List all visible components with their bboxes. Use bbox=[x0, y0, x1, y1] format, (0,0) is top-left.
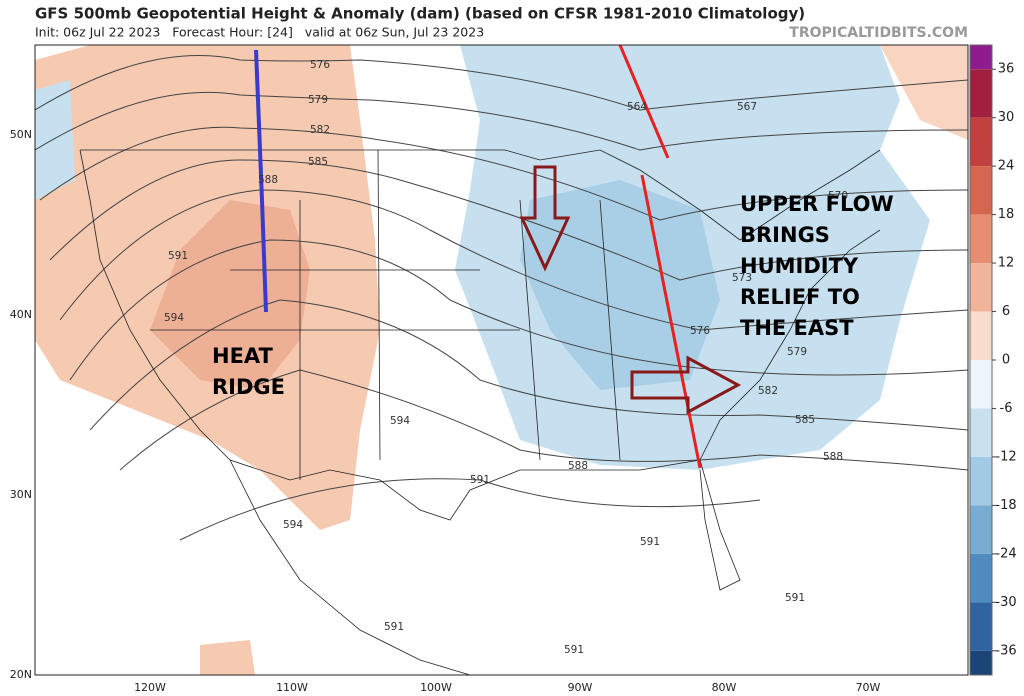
map-frame bbox=[34, 44, 969, 676]
colorbar-tick-label: 36 bbox=[998, 62, 1015, 77]
colorbar-tick-label: 12 bbox=[998, 256, 1015, 271]
colorbar-segment bbox=[970, 214, 992, 264]
contour-label: 564 bbox=[627, 101, 647, 113]
colorbar-segment bbox=[970, 408, 992, 457]
contour-label: 591 bbox=[564, 644, 584, 656]
colorbar-segment bbox=[970, 505, 992, 554]
colorbar-segment bbox=[970, 360, 992, 409]
colorbar-tick-label: 0 bbox=[1002, 353, 1010, 368]
contour-label: 576 bbox=[690, 325, 710, 337]
contour-label: 585 bbox=[795, 414, 815, 426]
source: TROPICALTIDBITS.COM bbox=[789, 25, 968, 41]
colorbar: 36 30 24 18 12 6 0 -6 -12 -18 -24 -30 -36 bbox=[969, 44, 1017, 676]
trough-axis-line bbox=[618, 45, 670, 159]
colorbar-tick-label: -36 bbox=[995, 643, 1016, 658]
colorbar-tick-label: 18 bbox=[998, 207, 1015, 222]
positive-anomaly bbox=[200, 640, 255, 675]
contour-label: 573 bbox=[732, 272, 752, 284]
lon-label: 120W bbox=[134, 681, 166, 694]
annotation-line: THE EAST bbox=[740, 316, 854, 340]
colorbar-tick-label: 6 bbox=[1002, 304, 1010, 319]
lon-label: 90W bbox=[568, 681, 593, 694]
title: GFS 500mb Geopotential Height & Anomaly … bbox=[35, 5, 805, 23]
colorbar-tick-label: -18 bbox=[995, 498, 1016, 513]
axes: 50N 40N 30N 20N 120W 110W 100W 90W 80W 70W bbox=[10, 128, 881, 694]
lon-label: 110W bbox=[276, 681, 308, 694]
lat-label: 40N bbox=[10, 308, 32, 321]
contour-label: 591 bbox=[384, 621, 404, 633]
contour-label: 582 bbox=[310, 124, 330, 136]
contour-label: 594 bbox=[164, 312, 184, 324]
contour-label: 582 bbox=[758, 385, 778, 397]
annotation-line: BRINGS bbox=[740, 223, 830, 247]
contour-label: 591 bbox=[470, 474, 490, 486]
contour-label: 567 bbox=[737, 101, 757, 113]
annotation-line: HUMIDITY bbox=[740, 254, 859, 278]
lon-label: 80W bbox=[712, 681, 737, 694]
negative-anomaly bbox=[35, 80, 75, 200]
colorbar-segment bbox=[970, 45, 992, 70]
colorbar-tick-label: -30 bbox=[995, 595, 1016, 610]
arrow-south bbox=[519, 165, 571, 272]
lon-label: 100W bbox=[420, 681, 452, 694]
contour-label: 570 bbox=[828, 190, 848, 202]
colorbar-segment bbox=[970, 166, 992, 215]
colorbar-segment bbox=[970, 311, 992, 360]
contour-label: 591 bbox=[168, 250, 188, 262]
arrow-east bbox=[630, 355, 742, 415]
colorbar-segment bbox=[970, 117, 992, 167]
colorbar-tick-label: 24 bbox=[998, 159, 1015, 174]
colorbar-tick-label: -12 bbox=[995, 449, 1016, 464]
contour-label: 585 bbox=[308, 156, 328, 168]
colorbar-segment bbox=[970, 553, 992, 603]
annotation-line: UPPER FLOW bbox=[740, 192, 894, 216]
contour-label: 588 bbox=[823, 451, 843, 463]
contours bbox=[35, 55, 968, 541]
annotation-line: RIDGE bbox=[212, 375, 285, 399]
colorbar-segment bbox=[970, 650, 992, 675]
trough-axis-line bbox=[640, 174, 702, 469]
colorbar-tick-label: -6 bbox=[1000, 401, 1013, 416]
map: 576 579 582 585 588 591 594 594 591 588 591 594 591 5… bbox=[35, 45, 968, 675]
ridge-axis-line bbox=[254, 49, 268, 313]
colorbar-tick-label: -24 bbox=[995, 546, 1016, 561]
contour-label: 588 bbox=[258, 174, 278, 186]
contour-label: 588 bbox=[568, 460, 588, 472]
colorbar-segment bbox=[970, 602, 992, 651]
annotations: HEAT RIDGE UPPER FLOW BRINGS HUMIDITY RELIEF … bbox=[212, 192, 894, 399]
borders bbox=[79, 149, 881, 675]
colorbar-segment bbox=[970, 69, 992, 118]
subtitle: Init: 06z Jul 22 2023 Forecast Hour: [24… bbox=[35, 25, 484, 40]
contour-label: 594 bbox=[390, 415, 410, 427]
contour-label: 591 bbox=[785, 592, 805, 604]
colorbar-segment bbox=[970, 263, 992, 312]
colorbar-tick-label: 30 bbox=[998, 110, 1015, 125]
lon-label: 70W bbox=[856, 681, 881, 694]
lat-label: 20N bbox=[10, 668, 32, 681]
annotation-line: RELIEF TO bbox=[740, 285, 860, 309]
contour-labels: 576 579 582 585 588 591 594 594 591 588 591 594 591 5… bbox=[164, 59, 848, 656]
colorbar-segment bbox=[970, 456, 992, 506]
positive-anomaly bbox=[880, 45, 968, 140]
lat-label: 50N bbox=[10, 128, 32, 141]
negative-anomaly-core bbox=[520, 180, 720, 390]
contour-label: 579 bbox=[787, 346, 807, 358]
contour-label: 594 bbox=[283, 519, 303, 531]
annotation-line: HEAT bbox=[212, 344, 274, 368]
lat-label: 30N bbox=[10, 488, 32, 501]
contour-label: 579 bbox=[308, 94, 328, 106]
contour-label: 591 bbox=[640, 536, 660, 548]
contour-label: 576 bbox=[310, 59, 330, 71]
